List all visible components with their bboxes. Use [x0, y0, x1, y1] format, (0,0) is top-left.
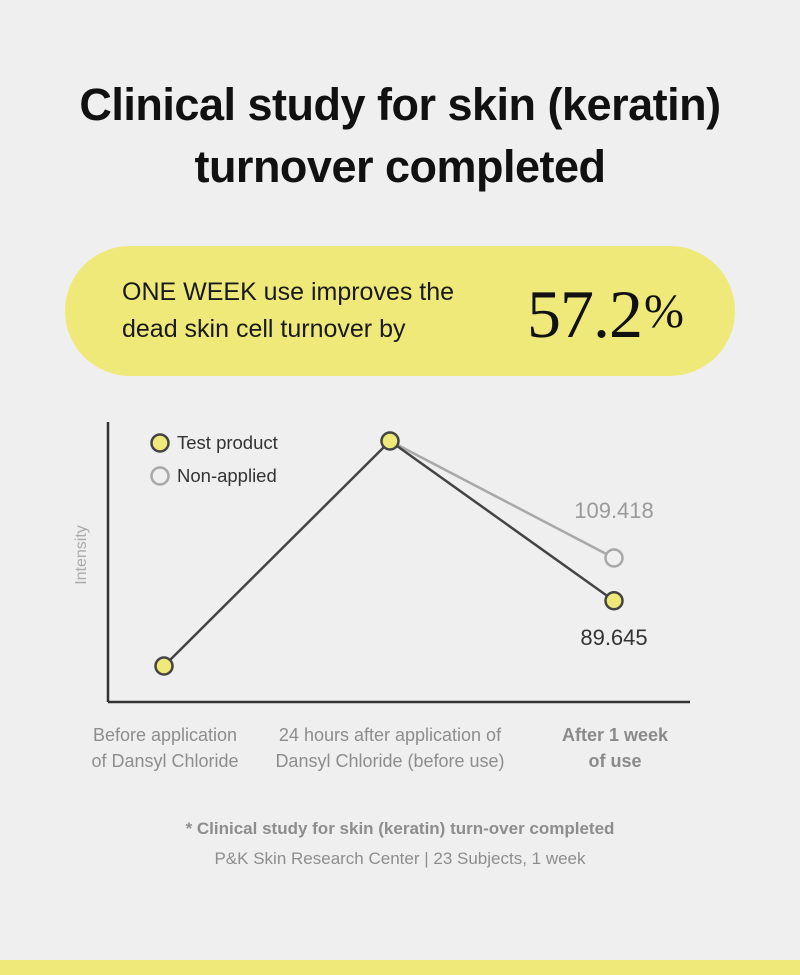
line-chart: Intensity Test product Non-applied 109.4…	[73, 422, 690, 704]
data-label-non-applied: 109.418	[574, 498, 654, 523]
x-tick-2-line-2: Dansyl Chloride (before use)	[275, 751, 505, 771]
x-tick-label-1: Before application of Dansyl Chloride	[70, 722, 260, 774]
highlight-text-line-2: dead skin cell turnover by	[122, 315, 406, 343]
x-tick-1-line-1: Before application	[92, 725, 238, 745]
highlight-value: 57.2%	[527, 276, 684, 352]
footnote-title: * Clinical study for skin (keratin) turn…	[185, 819, 615, 838]
x-tick-3-line-2: of use	[588, 751, 642, 771]
x-tick-label-2: 24 hours after application of Dansyl Chl…	[255, 722, 525, 774]
highlight-text-line-1: ONE WEEK use improves the	[122, 278, 455, 306]
plot-layer	[154, 431, 624, 676]
highlight-number: 57.2	[527, 276, 643, 352]
legend-label-test-product: Test product	[177, 432, 278, 453]
highlight-banner: ONE WEEK use improves the dead skin cell…	[65, 246, 735, 376]
data-point-test-product-1	[154, 656, 174, 676]
page-title: Clinical study for skin (keratin) turnov…	[0, 74, 800, 198]
title-line-1: Clinical study for skin (keratin)	[79, 79, 721, 130]
title-line-2: turnover completed	[194, 141, 606, 192]
data-point-test-product-3	[604, 591, 624, 611]
x-tick-label-3: After 1 week of use	[535, 722, 695, 774]
data-label-test-product: 89.645	[580, 625, 647, 650]
legend-label-non-applied: Non-applied	[177, 465, 277, 486]
data-point-test-product-2	[380, 431, 400, 451]
x-tick-2-line-1: 24 hours after application of	[278, 725, 502, 745]
footnote-source: P&K Skin Research Center | 23 Subjects, …	[214, 849, 586, 868]
legend-marker-test-product	[150, 433, 170, 453]
x-tick-1-line-2: of Dansyl Chloride	[91, 751, 239, 771]
legend: Test product Non-applied	[150, 432, 278, 486]
bottom-accent-bar	[0, 960, 800, 975]
x-tick-3-line-1: After 1 week	[561, 725, 669, 745]
highlight-unit: %	[644, 285, 684, 338]
series-line-non-applied	[389, 439, 615, 560]
highlight-text: ONE WEEK use improves the dead skin cell…	[122, 274, 522, 348]
legend-marker-non-applied	[150, 466, 170, 486]
data-point-non-applied-3	[604, 548, 624, 568]
y-axis-label: Intensity	[73, 525, 90, 585]
